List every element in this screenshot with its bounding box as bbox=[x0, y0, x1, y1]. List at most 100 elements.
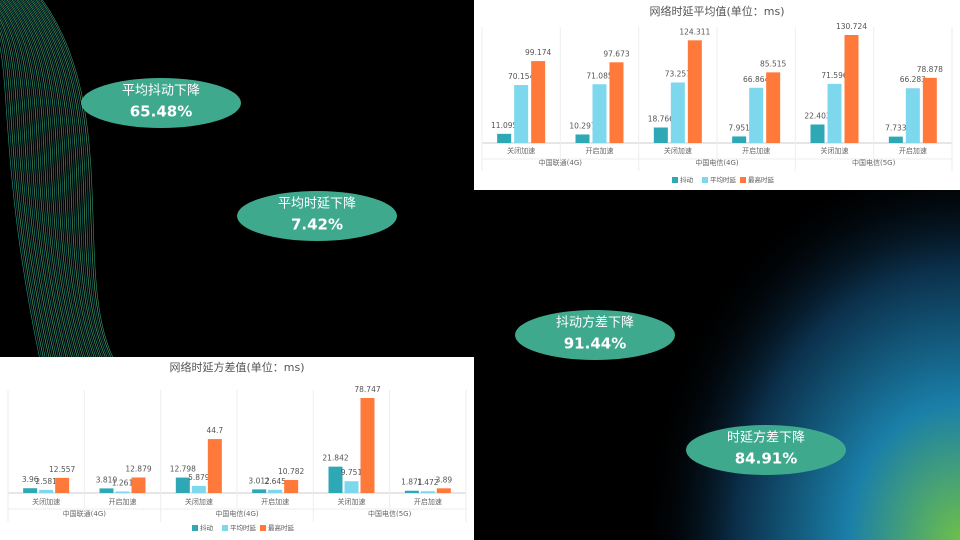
data-label: 66.283 bbox=[900, 75, 926, 84]
bar bbox=[670, 82, 685, 143]
legend-label: 抖动 bbox=[200, 523, 214, 532]
data-label: 2.581 bbox=[35, 477, 57, 486]
data-label: 66.864 bbox=[743, 75, 769, 84]
bar bbox=[131, 477, 146, 493]
swirl-line bbox=[0, 5, 60, 361]
data-label: 71.596 bbox=[821, 71, 847, 80]
data-label: 18.766 bbox=[648, 114, 674, 123]
bar bbox=[575, 134, 590, 143]
data-label: 70.154 bbox=[508, 72, 534, 81]
data-label: 22.403 bbox=[804, 111, 830, 120]
legend-swatch bbox=[702, 177, 708, 183]
swirl-line bbox=[0, 18, 50, 361]
callout-title: 平均抖动下降 bbox=[122, 84, 200, 99]
callout-ellipse bbox=[686, 425, 846, 475]
legend-label: 最高时延 bbox=[268, 523, 295, 532]
swirl-line bbox=[32, 0, 103, 361]
callout-title: 抖动方差下降 bbox=[556, 315, 634, 331]
bar bbox=[284, 479, 299, 493]
callout-value: 84.91% bbox=[735, 450, 797, 468]
data-label: 3.819 bbox=[96, 475, 118, 484]
data-label: 73.257 bbox=[665, 69, 691, 78]
swirl-line bbox=[21, 0, 90, 361]
bar bbox=[922, 77, 937, 143]
data-label: 7.733 bbox=[885, 124, 907, 133]
data-label: 10.782 bbox=[278, 467, 304, 476]
group-label: 中国联通(4G) bbox=[63, 509, 107, 518]
bar bbox=[39, 489, 54, 493]
legend-swatch bbox=[192, 525, 198, 531]
data-label: 99.174 bbox=[525, 48, 551, 57]
data-label: 1.261 bbox=[112, 478, 134, 487]
bar bbox=[207, 439, 222, 493]
callout-value: 91.44% bbox=[564, 335, 626, 353]
bar bbox=[810, 124, 825, 143]
swirl-line bbox=[18, 0, 86, 361]
data-label: 5.879 bbox=[188, 473, 210, 482]
legend-swatch bbox=[260, 525, 266, 531]
swirl-line bbox=[3, 0, 69, 361]
legend-label: 最高时延 bbox=[748, 175, 775, 184]
data-label: 7.951 bbox=[728, 123, 750, 132]
swirl-line bbox=[10, 0, 77, 361]
x-tick-label: 关闭加速 bbox=[821, 146, 849, 155]
bar bbox=[888, 136, 903, 143]
swirl-line bbox=[0, 45, 41, 361]
bar bbox=[827, 83, 842, 143]
data-label: 1.871 bbox=[401, 478, 423, 487]
swirl-line bbox=[0, 0, 64, 361]
legend-swatch bbox=[222, 525, 228, 531]
bar bbox=[844, 35, 859, 143]
bar bbox=[23, 488, 38, 493]
data-label: 130.724 bbox=[836, 22, 867, 31]
swirl-line bbox=[29, 0, 100, 361]
group-label: 中国电信(5G) bbox=[368, 509, 412, 518]
swirl-line bbox=[30, 0, 102, 361]
bar bbox=[420, 491, 435, 493]
bar bbox=[360, 398, 375, 493]
swirl-line bbox=[16, 0, 84, 361]
bar bbox=[175, 477, 190, 493]
chart-title: 网络时延方差值(单位：ms) bbox=[169, 360, 304, 374]
callout-ellipse bbox=[237, 191, 397, 241]
swirl-line bbox=[0, 9, 56, 361]
x-tick-label: 关闭加速 bbox=[185, 497, 213, 506]
swirl-line bbox=[8, 0, 75, 361]
swirl-line bbox=[0, 7, 58, 361]
bar bbox=[653, 127, 668, 143]
bar bbox=[55, 477, 70, 493]
bar bbox=[328, 466, 343, 493]
data-label: 11.095 bbox=[491, 121, 517, 130]
bar bbox=[99, 488, 114, 493]
swirl-line bbox=[40, 0, 113, 361]
swirl-line bbox=[24, 0, 94, 361]
decoration bbox=[0, 0, 115, 361]
x-tick-label: 关闭加速 bbox=[507, 146, 535, 155]
bar bbox=[766, 72, 781, 143]
swirl-line bbox=[13, 0, 81, 361]
background-glow bbox=[640, 150, 960, 540]
bar bbox=[497, 133, 512, 143]
swirl-line bbox=[0, 12, 54, 361]
callout-value: 65.48% bbox=[130, 103, 192, 121]
data-label: 2.645 bbox=[264, 477, 286, 486]
bar bbox=[191, 485, 206, 493]
swirl-line bbox=[0, 22, 48, 361]
bar bbox=[268, 489, 283, 493]
swirl-line bbox=[5, 0, 71, 361]
bar bbox=[732, 136, 747, 143]
callout-title: 时延方差下降 bbox=[727, 430, 805, 446]
callout-ellipse bbox=[81, 78, 241, 128]
callouts: 平均抖动下降 65.48% 平均时延下降 7.42% 抖动方差下降 91.44% 时延方差下… bbox=[81, 78, 846, 475]
callout-ellipse bbox=[515, 310, 675, 360]
swirl-line bbox=[2, 0, 67, 361]
swirl-line bbox=[34, 0, 105, 361]
bar bbox=[592, 84, 607, 143]
swirl-line bbox=[0, 15, 52, 361]
data-label: 12.557 bbox=[49, 465, 75, 474]
x-tick-label: 关闭加速 bbox=[338, 497, 366, 506]
x-tick-label: 关闭加速 bbox=[664, 146, 692, 155]
legend-swatch bbox=[740, 177, 746, 183]
data-label: 3.89 bbox=[435, 475, 452, 484]
